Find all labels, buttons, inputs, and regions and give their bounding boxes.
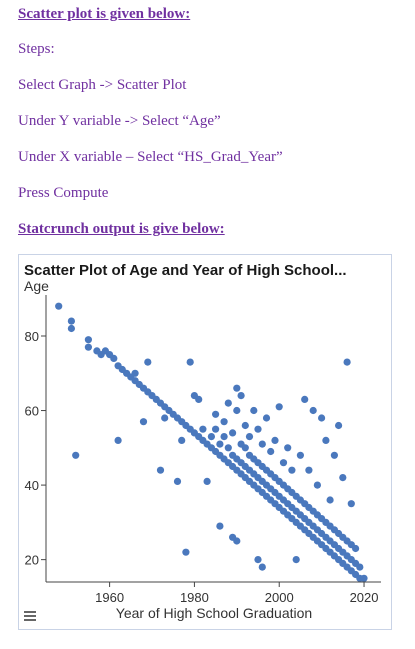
- data-point: [241, 421, 249, 430]
- data-point: [322, 436, 330, 444]
- data-point: [245, 433, 254, 441]
- data-point: [275, 403, 283, 411]
- data-point: [254, 425, 262, 433]
- data-point: [335, 421, 343, 430]
- data-point: [233, 406, 241, 415]
- x-tick-label: 1980: [180, 590, 209, 605]
- data-point: [55, 302, 63, 310]
- y-tick-label: 20: [25, 553, 39, 568]
- step-y-variable: Under Y variable -> Select “Age”: [18, 113, 221, 129]
- data-point: [156, 466, 165, 474]
- data-point: [343, 358, 351, 366]
- data-point: [195, 395, 203, 403]
- data-point: [254, 556, 262, 564]
- data-point: [241, 444, 249, 452]
- data-point: [212, 425, 220, 433]
- points-layer: [55, 302, 368, 582]
- data-point: [326, 496, 334, 504]
- data-point: [224, 444, 232, 452]
- data-point: [229, 429, 237, 437]
- data-point: [356, 563, 364, 571]
- x-axis-label: Year of High School Graduation: [116, 605, 312, 621]
- step-select-graph: Select Graph -> Scatter Plot: [18, 77, 187, 93]
- data-point: [233, 384, 241, 392]
- data-point: [114, 436, 122, 444]
- hamburger-menu-icon[interactable]: [24, 611, 36, 621]
- data-point: [224, 399, 232, 407]
- data-point: [220, 418, 228, 426]
- y-tick-label: 60: [25, 404, 39, 419]
- data-point: [220, 433, 228, 441]
- data-point: [258, 440, 266, 448]
- data-point: [352, 544, 360, 553]
- data-point: [309, 406, 317, 415]
- data-point: [284, 444, 292, 452]
- x-tick-label: 2000: [265, 590, 294, 605]
- data-point: [207, 433, 215, 441]
- scatter-plot-heading: Scatter plot is given below:: [18, 6, 191, 22]
- data-point: [347, 500, 355, 508]
- x-tick-label: 1960: [95, 590, 124, 605]
- data-point: [199, 425, 207, 433]
- scatter-chart: Scatter Plot of Age and Year of High Sch…: [24, 262, 381, 621]
- data-point: [237, 392, 245, 400]
- data-point: [84, 336, 92, 344]
- data-point: [267, 447, 275, 456]
- data-point: [110, 354, 118, 362]
- data-point: [258, 563, 266, 571]
- data-point: [67, 324, 75, 333]
- data-point: [271, 436, 279, 444]
- data-point: [233, 537, 241, 545]
- data-point: [330, 451, 338, 459]
- data-point: [182, 548, 190, 556]
- data-point: [262, 414, 271, 422]
- data-point: [212, 410, 220, 418]
- data-point: [139, 418, 148, 426]
- data-point: [144, 358, 152, 366]
- data-point: [279, 459, 288, 467]
- data-point: [203, 477, 211, 485]
- y-axis-label: Age: [24, 278, 49, 294]
- data-point: [67, 317, 75, 325]
- steps-label: Steps:: [18, 41, 55, 57]
- data-point: [216, 440, 224, 448]
- data-point: [360, 574, 368, 582]
- data-point: [339, 474, 347, 482]
- data-point: [296, 451, 304, 459]
- data-point: [305, 466, 313, 474]
- data-point: [216, 522, 224, 530]
- chart-title: Scatter Plot of Age and Year of High Sch…: [24, 262, 347, 279]
- data-point: [173, 477, 182, 485]
- step-x-variable: Under X variable – Select “HS_Grad_Year”: [18, 149, 283, 165]
- y-tick-label: 40: [25, 478, 39, 493]
- x-tick-label: 2020: [350, 590, 379, 605]
- data-point: [161, 414, 169, 422]
- data-point: [301, 395, 309, 403]
- y-tick-label: 80: [25, 329, 39, 344]
- data-point: [292, 556, 300, 564]
- step-press-compute: Press Compute: [18, 185, 109, 201]
- data-point: [250, 406, 258, 415]
- data-point: [313, 481, 321, 489]
- data-point: [318, 414, 326, 422]
- data-point: [178, 436, 186, 444]
- data-point: [84, 343, 92, 351]
- statcrunch-output-heading: Statcrunch output is give below:: [18, 221, 225, 237]
- data-point: [72, 451, 80, 459]
- data-point: [131, 369, 139, 377]
- data-point: [288, 466, 296, 474]
- statcrunch-plot-window: Scatter Plot of Age and Year of High Sch…: [18, 254, 392, 630]
- data-point: [186, 358, 194, 366]
